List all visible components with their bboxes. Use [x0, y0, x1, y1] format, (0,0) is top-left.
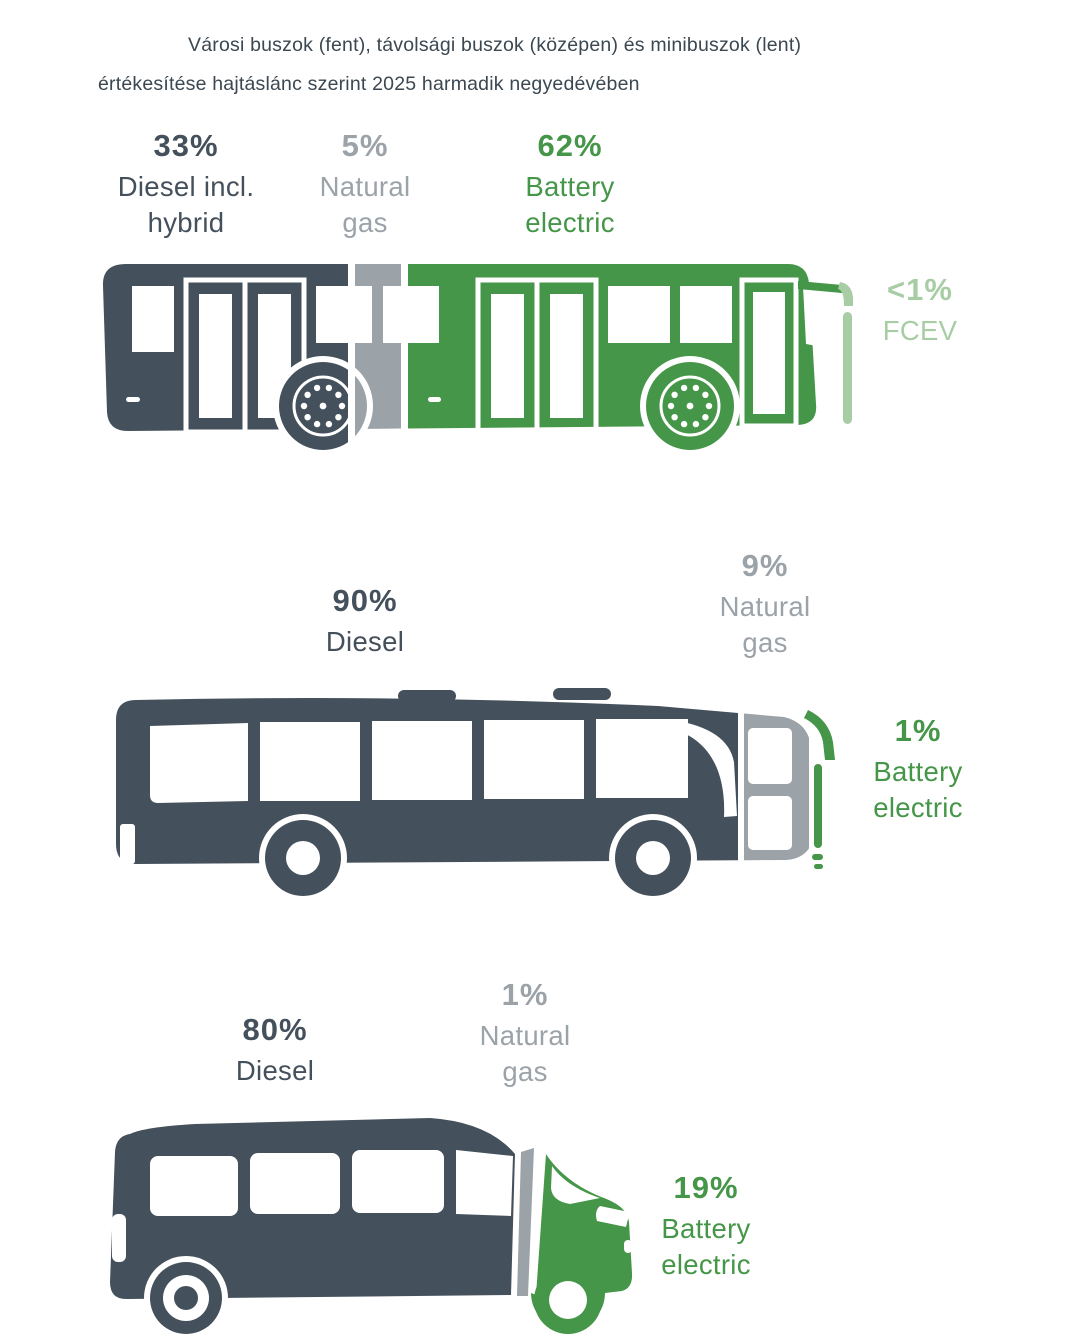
- label-citybus-naturalgas: 5% Natural gas: [320, 128, 411, 242]
- coach-diesel-segment: [116, 688, 738, 901]
- label-citybus-diesel: 33% Diesel incl. hybrid: [118, 128, 255, 242]
- percent-value: 80%: [242, 1012, 308, 1047]
- label-coach-batteryelectric: 1% Battery electric: [873, 713, 963, 827]
- percent-value: 1%: [894, 713, 942, 748]
- fuel-name: Diesel: [235, 1055, 315, 1086]
- fuel-name: FCEV: [882, 315, 958, 346]
- chart-title: Városi buszok (fent), távolsági buszok (…: [98, 26, 938, 104]
- fuel-name: Natural gas: [719, 591, 811, 659]
- percent-value: 33%: [153, 128, 219, 163]
- label-citybus-fcev: <1% FCEV: [883, 272, 958, 349]
- fuel-name: Battery electric: [873, 756, 963, 824]
- minibus-batteryelectric-segment: [531, 1154, 633, 1334]
- percent-value: 62%: [537, 128, 603, 163]
- chart-title-line1: Városi buszok (fent), távolsági buszok (…: [188, 34, 802, 56]
- label-minibus-batteryelectric: 19% Battery electric: [661, 1170, 751, 1284]
- percent-value: 19%: [673, 1170, 739, 1205]
- fuel-name: Natural gas: [479, 1020, 571, 1088]
- fuel-name: Diesel: [325, 626, 405, 657]
- citybus-mirror-arm: [798, 281, 842, 293]
- label-citybus-batteryelectric: 62% Battery electric: [525, 128, 615, 242]
- city-bus-graphic: [98, 256, 853, 461]
- fuel-name: Battery electric: [525, 171, 615, 239]
- percent-value: 1%: [501, 977, 549, 1012]
- label-minibus-naturalgas: 1% Natural gas: [480, 977, 571, 1091]
- citybus-fcev-mirror: [838, 282, 853, 306]
- coach-batteryelectric-mirror: [804, 710, 835, 760]
- minibus-graphic: [110, 1118, 633, 1340]
- percent-value: 5%: [341, 128, 389, 163]
- chart-title-line2: értékesítése hajtáslánc szerint 2025 har…: [98, 73, 640, 95]
- minibus-naturalgas-sliver: [517, 1148, 534, 1296]
- percent-value: 90%: [332, 583, 398, 618]
- percent-value: 9%: [741, 548, 789, 583]
- label-coach-diesel: 90% Diesel: [326, 583, 404, 660]
- fuel-name: Diesel incl. hybrid: [117, 171, 255, 239]
- fuel-name: Natural gas: [319, 171, 411, 239]
- fuel-name: Battery electric: [661, 1213, 751, 1281]
- coach-front-bumper-strip: [812, 854, 823, 860]
- percent-value: <1%: [887, 272, 953, 307]
- minibus-diesel-segment: [110, 1118, 515, 1340]
- label-coach-naturalgas: 9% Natural gas: [720, 548, 811, 662]
- coach-front-lower-strip: [814, 864, 823, 869]
- coach-graphic: [116, 688, 835, 901]
- label-minibus-diesel: 80% Diesel: [236, 1012, 314, 1089]
- coach-batteryelectric-sliver: [814, 764, 822, 848]
- citybus-fcev-sliver: [843, 312, 852, 424]
